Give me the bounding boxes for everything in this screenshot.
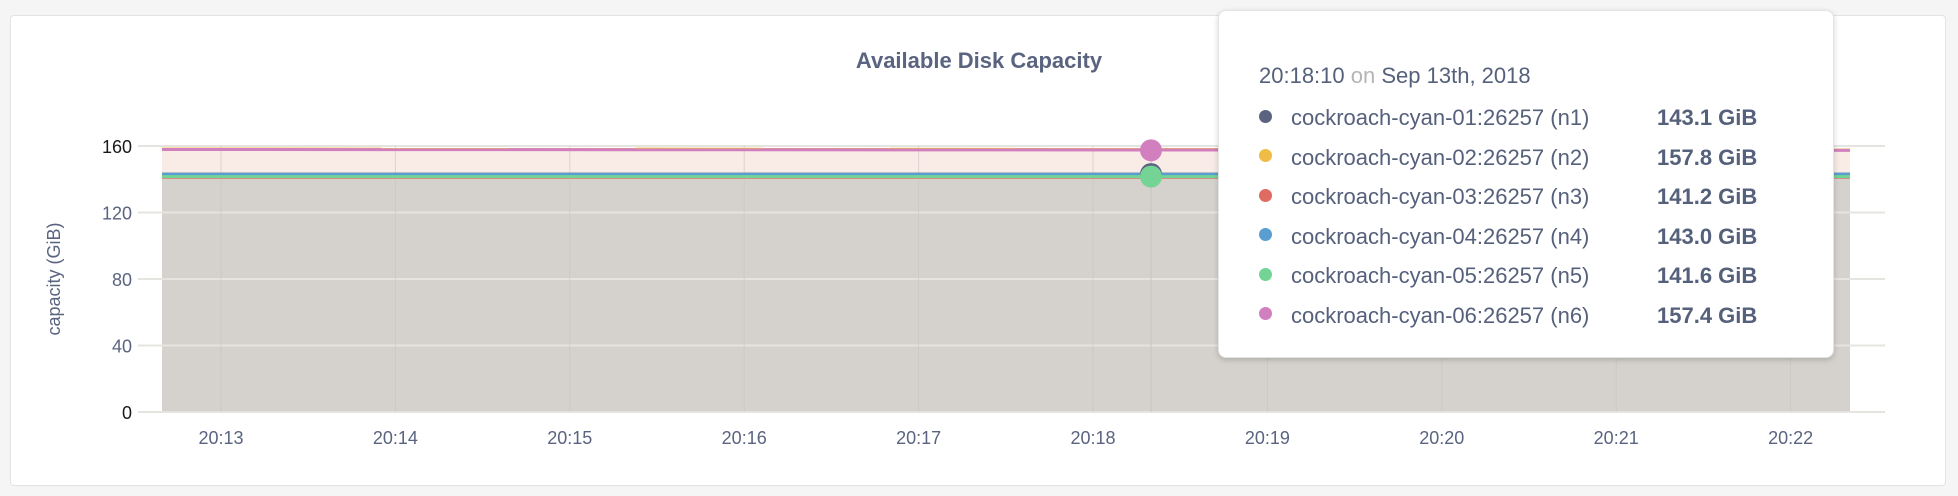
tooltip-row: cockroach-cyan-02:26257 (n2) 157.8 GiB <box>1259 143 1757 173</box>
tooltip-row: cockroach-cyan-03:26257 (n3) 141.2 GiB <box>1259 182 1757 212</box>
series-color-dot-icon <box>1259 228 1272 242</box>
tooltip-series-name: cockroach-cyan-05:26257 (n5) <box>1291 263 1590 288</box>
tooltip-date: Sep 13th, 2018 <box>1381 63 1531 88</box>
tooltip-on: on <box>1350 63 1376 88</box>
x-tick-label: 20:14 <box>373 428 418 448</box>
x-tick-label: 20:18 <box>1070 428 1115 448</box>
series-color-dot-icon <box>1259 188 1272 202</box>
tooltip-series-value: 157.4 GiB <box>1657 302 1758 328</box>
chart-title: Available Disk Capacity <box>855 48 1103 73</box>
hover-point <box>1140 139 1162 162</box>
x-tick-label: 20:17 <box>896 428 941 448</box>
x-tick-label: 20:15 <box>547 428 592 448</box>
tooltip-series-value: 141.6 GiB <box>1657 263 1758 288</box>
tooltip-series-name: cockroach-cyan-06:26257 (n6) <box>1291 302 1590 328</box>
tooltip-series-value: 141.2 GiB <box>1657 184 1758 209</box>
tooltip-row: cockroach-cyan-05:26257 (n5) 141.6 GiB <box>1259 261 1757 291</box>
tooltip-row: cockroach-cyan-01:26257 (n1) 143.1 GiB <box>1259 103 1757 133</box>
series-color-dot-icon <box>1259 149 1272 163</box>
x-tick-label: 20:16 <box>722 428 767 448</box>
hover-point <box>1140 165 1162 188</box>
series-color-dot-icon <box>1259 267 1272 281</box>
series-color-dot-icon <box>1259 109 1272 123</box>
tooltip-time: 20:18:10 <box>1259 63 1345 88</box>
y-tick-label: 40 <box>112 337 132 357</box>
x-tick-label: 20:22 <box>1768 428 1813 448</box>
y-tick-label: 80 <box>112 270 132 290</box>
tooltip-series-value: 157.8 GiB <box>1657 144 1758 170</box>
series-color-dot-icon <box>1259 307 1272 321</box>
tooltip-series-value: 143.0 GiB <box>1657 223 1758 249</box>
y-axis-label: capacity (GiB) <box>44 222 64 335</box>
tooltip-series-name: cockroach-cyan-02:26257 (n2) <box>1291 144 1590 170</box>
y-tick-label: 160 <box>102 137 132 157</box>
y-tick-label: 120 <box>102 204 132 224</box>
x-tick-label: 20:13 <box>198 428 243 448</box>
tooltip-row: cockroach-cyan-04:26257 (n4) 143.0 GiB <box>1259 222 1757 252</box>
y-tick-label: 0 <box>122 403 132 423</box>
tooltip-header: 20:18:10 on Sep 13th, 2018 <box>1259 63 1531 89</box>
tooltip-series-name: cockroach-cyan-04:26257 (n4) <box>1291 223 1590 249</box>
tooltip-series-name: cockroach-cyan-03:26257 (n3) <box>1291 184 1590 209</box>
x-tick-label: 20:19 <box>1245 428 1290 448</box>
x-tick-label: 20:20 <box>1419 428 1464 448</box>
x-tick-label: 20:21 <box>1594 428 1639 448</box>
tooltip-series-name: cockroach-cyan-01:26257 (n1) <box>1291 105 1590 130</box>
hover-tooltip: 20:18:10 on Sep 13th, 2018 cockroach-cya… <box>1218 10 1834 358</box>
tooltip-series-value: 143.1 GiB <box>1657 105 1758 130</box>
tooltip-row: cockroach-cyan-06:26257 (n6) 157.4 GiB <box>1259 301 1757 331</box>
